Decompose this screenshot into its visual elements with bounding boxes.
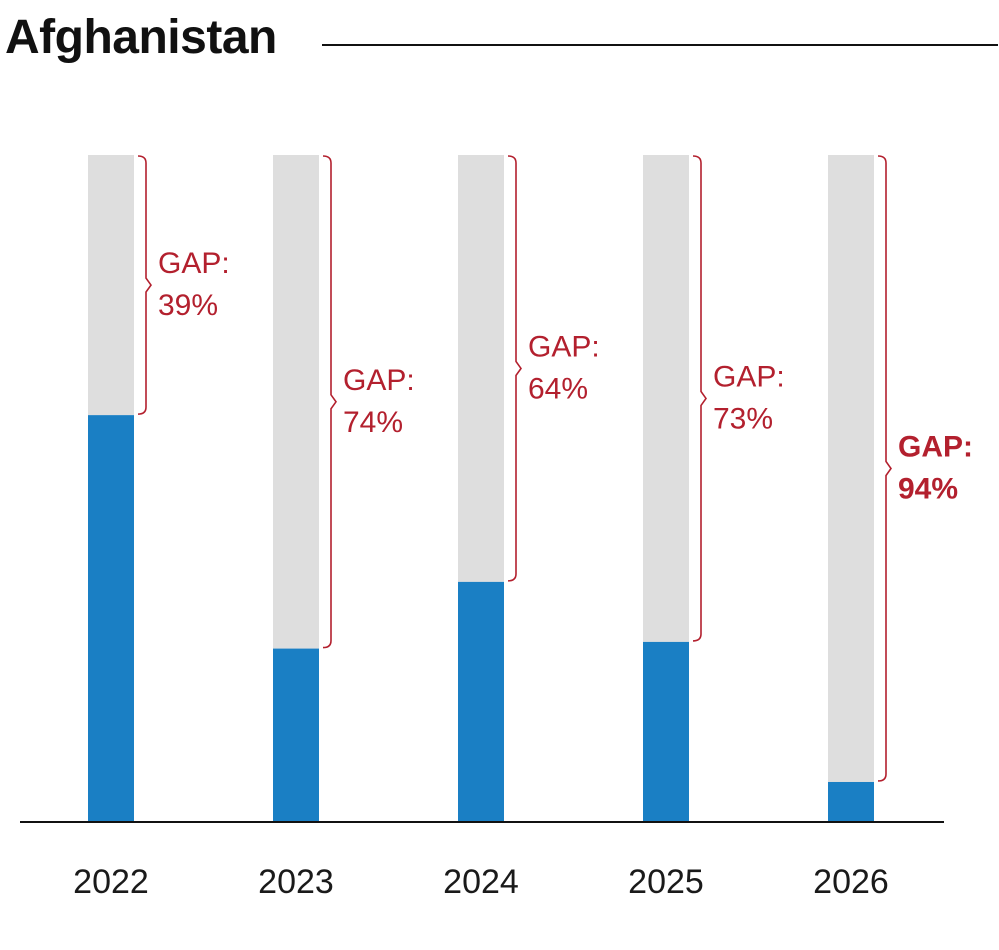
bar-gap-2026 xyxy=(828,155,874,782)
brackets-layer xyxy=(137,155,892,782)
bar-funded-2022 xyxy=(88,415,134,822)
bar-gap-2023 xyxy=(273,155,319,649)
gap-label-title-2022: GAP: xyxy=(158,247,230,280)
gap-label-value-2024: 64% xyxy=(528,372,588,405)
bar-gap-2022 xyxy=(88,155,134,416)
gap-label-value-2023: 74% xyxy=(343,406,403,439)
bar-funded-2026 xyxy=(828,781,874,822)
gap-label-value-2025: 73% xyxy=(713,402,773,435)
bar-funded-2023 xyxy=(273,648,319,822)
gap-bracket-2024 xyxy=(507,155,522,582)
gap-bracket-2023 xyxy=(322,155,337,649)
bar-funded-2024 xyxy=(458,581,504,822)
bars-layer xyxy=(88,155,874,822)
gap-label-value-2022: 39% xyxy=(158,289,218,322)
bar-gap-2025 xyxy=(643,155,689,642)
labels-layer: GAP: 39% 2022 GAP: 74% 2023 GAP: 64% 2024 GAP: 73%… xyxy=(73,247,973,901)
gap-label-title-2024: GAP: xyxy=(528,330,600,363)
gap-bracket-2025 xyxy=(692,155,707,642)
bar-funded-2025 xyxy=(643,641,689,822)
gap-label-value-2026: 94% xyxy=(898,472,958,505)
x-tick-label-2022: 2022 xyxy=(73,863,149,901)
x-tick-label-2026: 2026 xyxy=(813,863,889,901)
bar-gap-2024 xyxy=(458,155,504,582)
gap-bracket-2026 xyxy=(877,155,892,782)
x-tick-label-2025: 2025 xyxy=(628,863,704,901)
gap-bracket-2022 xyxy=(137,155,152,415)
page-title: Afghanistan xyxy=(5,11,277,64)
gap-label-title-2023: GAP: xyxy=(343,364,415,397)
x-tick-label-2024: 2024 xyxy=(443,863,519,901)
gap-label-title-2025: GAP: xyxy=(713,360,785,393)
title-divider xyxy=(322,44,998,46)
gap-label-title-2026: GAP: xyxy=(898,430,973,463)
x-tick-label-2023: 2023 xyxy=(258,863,334,901)
